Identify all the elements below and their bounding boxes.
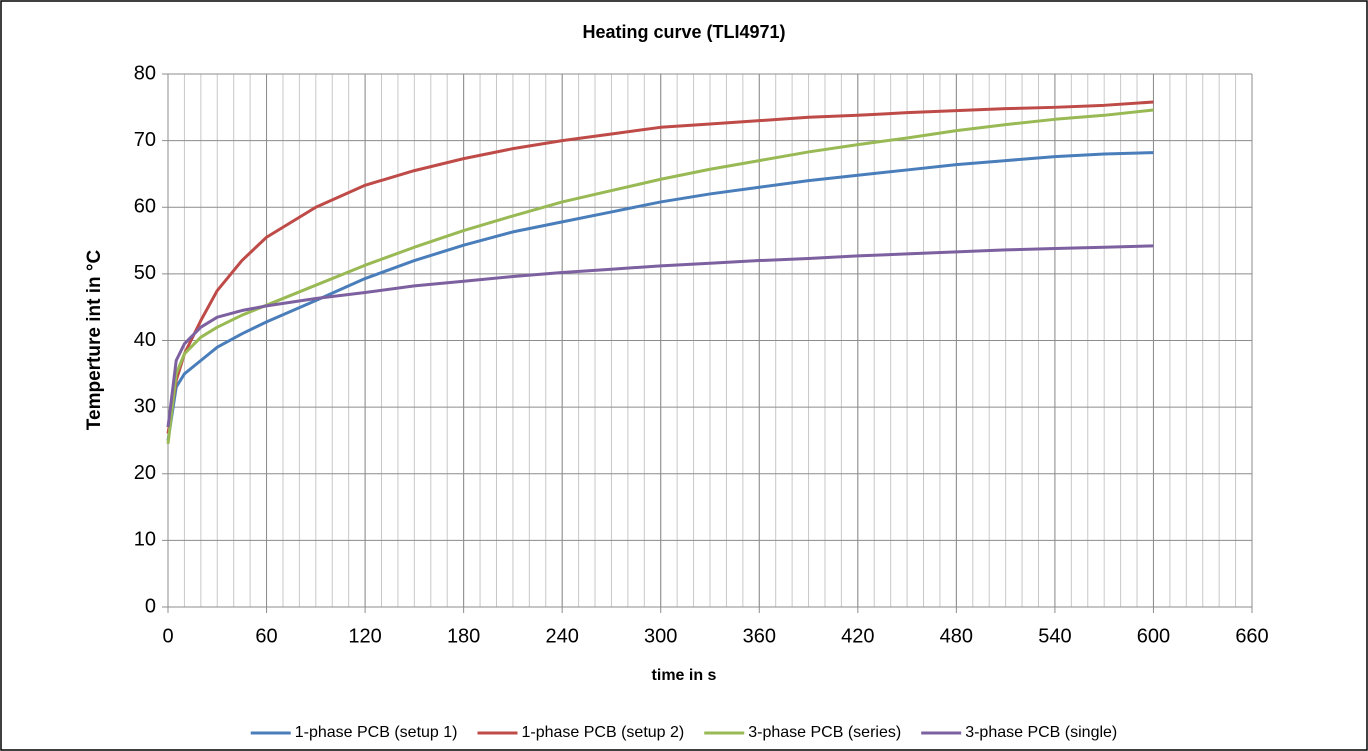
y-tick-label: 0 (145, 595, 156, 617)
chart-title: Heating curve (TLI4971) (582, 22, 785, 42)
y-tick-label: 30 (134, 395, 156, 417)
legend-label: 3-phase PCB (series) (748, 724, 901, 741)
legend: 1-phase PCB (setup 1) 1-phase PCB (setup … (250, 724, 1117, 741)
line-series (166, 151, 1154, 441)
y-tick-label: 70 (134, 129, 156, 151)
x-tick-label: 0 (162, 625, 173, 647)
y-tick-label: 80 (134, 62, 156, 84)
y-tick-label: 20 (134, 462, 156, 484)
line-series (166, 100, 1154, 435)
legend-label: 3-phase PCB (single) (965, 724, 1117, 741)
x-tick-label: 600 (1137, 625, 1170, 647)
x-tick-label: 120 (348, 625, 381, 647)
y-tick-label: 60 (134, 196, 156, 218)
y-tick-label: 10 (134, 529, 156, 551)
legend-label: 1-phase PCB (setup 2) (521, 724, 684, 741)
line-series (166, 244, 1154, 428)
x-tick-label: 60 (255, 625, 277, 647)
x-tick-label: 360 (743, 625, 776, 647)
x-tick-label: 180 (447, 625, 480, 647)
x-tick-label: 420 (841, 625, 874, 647)
x-tick-label: 240 (545, 625, 578, 647)
x-tick-label: 660 (1235, 625, 1268, 647)
y-tick-label: 50 (134, 262, 156, 284)
line-series (166, 108, 1154, 444)
x-tick-label: 480 (940, 625, 973, 647)
x-axis-label: time in s (652, 667, 717, 684)
x-tick-label: 540 (1038, 625, 1071, 647)
legend-label: 1-phase PCB (setup 1) (295, 724, 458, 741)
x-tick-label: 300 (644, 625, 677, 647)
y-tick-label: 40 (134, 329, 156, 351)
y-axis-label: Temperture int in °C (84, 250, 105, 431)
